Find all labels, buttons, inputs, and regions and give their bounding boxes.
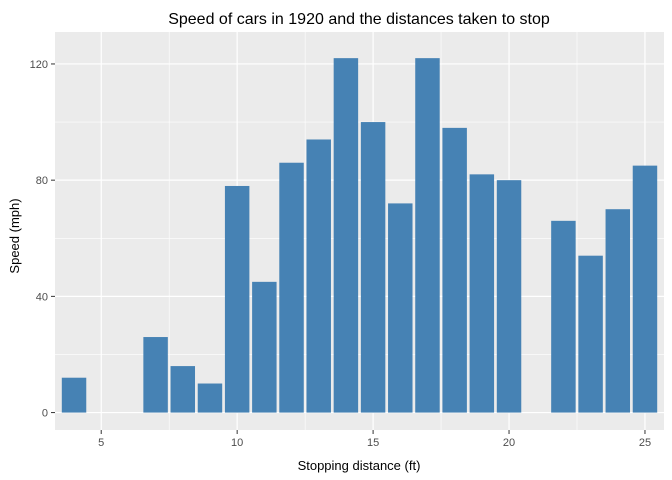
bar: [415, 58, 440, 413]
x-tick-label: 10: [231, 437, 243, 449]
y-axis-title: Speed (mph): [7, 198, 22, 273]
x-tick-label: 25: [639, 437, 651, 449]
bar: [605, 209, 631, 413]
bar: [388, 203, 413, 413]
y-tick-label: 40: [36, 291, 48, 303]
y-tick-label: 80: [36, 175, 48, 187]
axes: 5 10 15 20 25 0 40 80 120: [30, 59, 651, 449]
x-tick-label: 5: [98, 437, 104, 449]
bar: [333, 58, 359, 413]
bar: [252, 281, 277, 413]
bar: [632, 165, 658, 413]
bar: [551, 220, 576, 413]
bars: [61, 58, 658, 413]
bar: [442, 127, 467, 413]
y-tick-label: 0: [42, 408, 48, 420]
bar: [360, 122, 386, 413]
bar: [224, 185, 250, 413]
bar: [279, 162, 304, 413]
x-tick-label: 15: [367, 437, 379, 449]
bar: [61, 377, 87, 413]
bar: [578, 255, 603, 413]
bar: [197, 383, 223, 413]
bar: [496, 180, 522, 413]
y-tick-label: 120: [30, 59, 48, 71]
x-tick-label: 20: [503, 437, 515, 449]
x-axis-title: Stopping distance (ft): [298, 458, 421, 473]
bar: [469, 174, 495, 413]
chart-title: Speed of cars in 1920 and the distances …: [168, 11, 550, 28]
bar: [143, 337, 168, 413]
bar: [170, 366, 196, 413]
bar: [306, 139, 331, 413]
